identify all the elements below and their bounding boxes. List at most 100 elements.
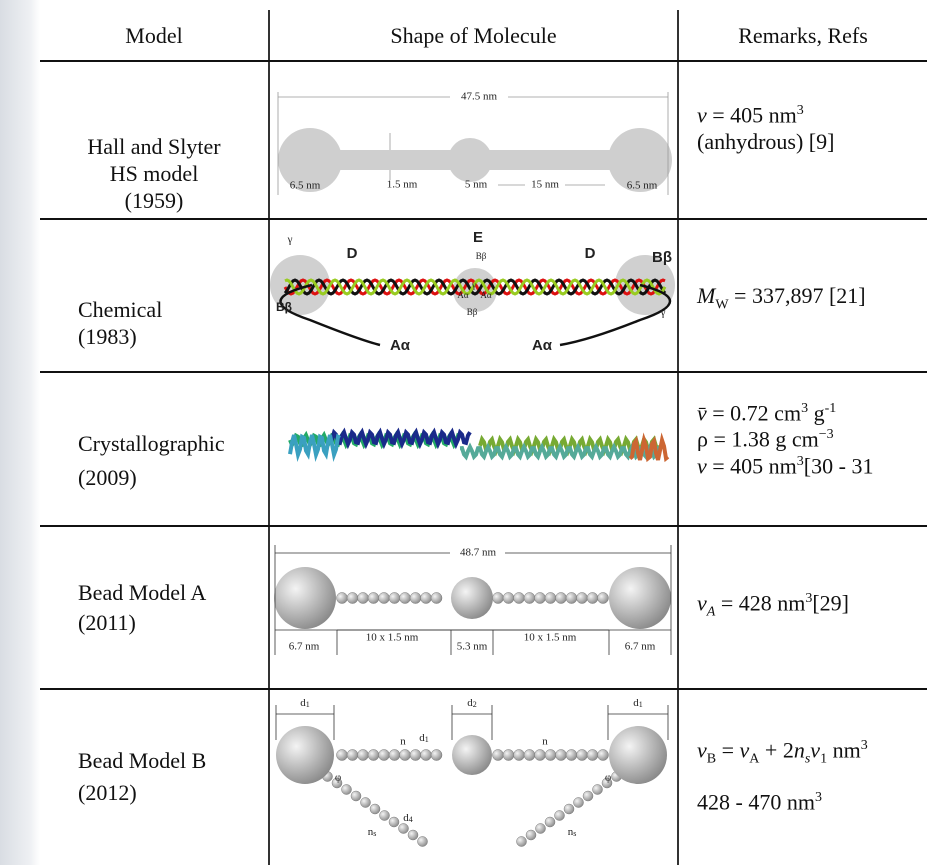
bead xyxy=(367,592,380,604)
text: vB = vA + 2nsv1 nm3 xyxy=(697,737,868,767)
remarks: v = 405 nm3 (anhydrous) [9] xyxy=(697,97,834,155)
text: Chemical xyxy=(78,297,163,322)
sphere xyxy=(609,726,667,784)
chain-label: E xyxy=(473,229,483,246)
bead xyxy=(513,749,525,761)
label: d1 xyxy=(633,697,643,709)
text: (1983) xyxy=(78,324,137,349)
column-divider xyxy=(268,10,270,865)
bead xyxy=(535,823,546,834)
row-divider xyxy=(40,371,927,373)
bead xyxy=(336,592,348,604)
bead xyxy=(336,749,348,761)
text: Hall and Slyter xyxy=(87,134,221,159)
label: ns xyxy=(368,826,377,838)
label: d2 xyxy=(467,697,477,709)
column-divider xyxy=(677,10,679,865)
label: d4 xyxy=(403,812,413,824)
dim-label: 6.5 nm xyxy=(290,180,321,192)
bead xyxy=(554,810,565,821)
text: ρ = 1.38 g cm−3 xyxy=(697,426,834,452)
bead xyxy=(350,790,362,802)
bead xyxy=(513,592,525,604)
dim-label: 1.5 nm xyxy=(387,179,418,191)
dim-label: 15 nm xyxy=(531,179,559,191)
bead xyxy=(369,803,381,815)
bead xyxy=(592,784,603,795)
dim-label: 47.5 nm xyxy=(461,91,498,103)
model-name: Chemical (1983) xyxy=(78,296,162,350)
bead xyxy=(492,749,504,761)
text: (2011) xyxy=(78,610,136,635)
bead xyxy=(409,592,422,604)
chain-label: Bβ xyxy=(476,251,487,261)
chain-label: γ xyxy=(660,307,666,319)
bead xyxy=(407,829,419,841)
dim-label: 5.3 nm xyxy=(457,641,488,653)
bead xyxy=(357,592,369,604)
bead xyxy=(555,592,567,604)
label: ns xyxy=(568,826,577,838)
bead xyxy=(544,816,556,828)
bead xyxy=(523,749,536,761)
text: (1959) xyxy=(124,188,184,213)
bead xyxy=(388,816,400,828)
bead xyxy=(360,797,371,808)
sphere xyxy=(451,577,493,619)
bead xyxy=(534,749,546,761)
bead xyxy=(378,592,390,604)
bead xyxy=(378,749,390,761)
text: MW = 337,897 [21] xyxy=(697,283,866,313)
bead xyxy=(523,592,536,604)
bead-model xyxy=(276,726,667,847)
dim-label: 10 x 1.5 nm xyxy=(524,632,577,644)
helix xyxy=(459,442,661,461)
bead xyxy=(601,777,613,789)
bead xyxy=(586,592,599,604)
bead xyxy=(516,836,527,847)
label: φ xyxy=(605,772,611,784)
chain xyxy=(283,278,667,296)
bead xyxy=(565,592,578,604)
bead xyxy=(388,592,401,604)
label: n xyxy=(400,736,406,748)
dimension-lines xyxy=(274,545,672,655)
subscripted-labels: d1 d2 d1 d1 n n φ φ ns d4 ns xyxy=(300,697,643,838)
bead xyxy=(379,810,390,821)
chains xyxy=(283,278,667,296)
bead xyxy=(398,823,409,834)
sphere xyxy=(452,735,492,775)
chain-label: D xyxy=(347,245,358,262)
bead xyxy=(367,749,380,761)
bead xyxy=(525,829,537,841)
dimension-lines xyxy=(277,92,669,195)
row-divider xyxy=(40,688,927,690)
bead xyxy=(544,592,557,604)
text: (anhydrous) [9] xyxy=(697,129,835,155)
text: Bead Model A xyxy=(78,580,207,605)
model-name: Bead Model B (2012) xyxy=(78,745,206,809)
remarks: vB = vA + 2nsv1 nm3 428 - 470 nm3 xyxy=(697,727,868,821)
dim-label: 6.7 nm xyxy=(289,641,320,653)
header: Remarks, Refs xyxy=(738,23,868,48)
text: v = 405 nm3[30 - 31 xyxy=(697,452,874,478)
bead xyxy=(576,592,588,604)
chain-label: γ xyxy=(471,280,476,290)
bead xyxy=(399,592,411,604)
model-name: Crystallographic (2009) xyxy=(78,427,225,495)
bead xyxy=(586,749,599,761)
remarks: vA = 428 nm3[29] xyxy=(697,585,849,626)
bead xyxy=(357,749,369,761)
text: (2012) xyxy=(78,780,137,805)
chain xyxy=(279,283,381,347)
bead xyxy=(492,592,504,604)
row-divider xyxy=(40,218,927,220)
dim-label: 5 nm xyxy=(465,179,488,191)
bead xyxy=(417,836,428,847)
remarks: MW = 337,897 [21] xyxy=(697,282,866,318)
bead xyxy=(331,777,343,789)
bead xyxy=(555,749,567,761)
bead xyxy=(565,749,578,761)
